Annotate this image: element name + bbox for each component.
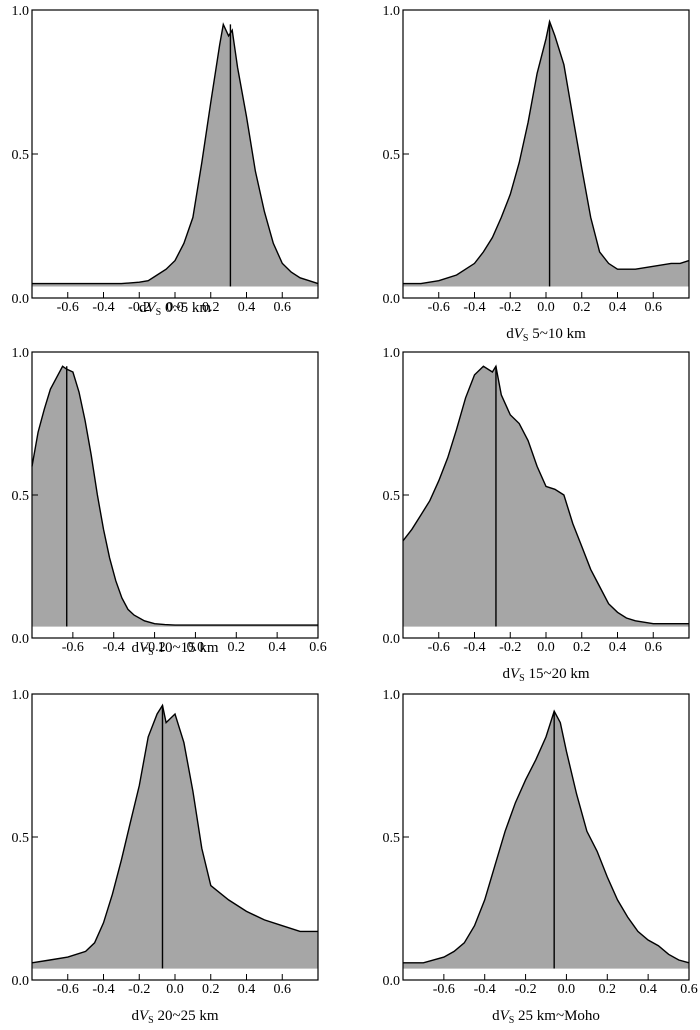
panel-10-15km-xtick-label: 0.2 [228,640,246,655]
panel-5-10km: -0.6 -0.4 -0.2 0.0 0.2 0.4 0.6 0.0 0.5 1.0 dVS 5~1… [383,4,690,344]
panel-0-5km-xtick-label: -0.2 [128,300,150,315]
panel-10-15km-ytick-label: 0.0 [12,632,30,647]
panel-25km-moho-xtick-label: 0.2 [599,982,617,997]
panel-0-5km-ytick-label: 1.0 [12,4,30,19]
panel-20-25km-xtick-label: 0.2 [202,982,220,997]
panel-5-10km-xtick-label: 0.2 [573,300,591,315]
panel-25km-moho-ytick-label: 0.0 [383,974,401,989]
panel-15-20km-xtick-label: 0.6 [645,640,663,655]
panel-0-5km-curve [32,22,319,285]
panel-0-5km: -0.6 -0.4 -0.2 0.0 0.2 0.4 0.6 0.0 0.5 1.0 dVS 0~5… [12,4,319,318]
panel-15-20km-xtick-label: 0.2 [573,640,591,655]
panel-0-5km-ytick-label: 0.0 [12,292,30,307]
panel-15-20km-xtick-label: -0.6 [428,640,450,655]
panel-10-15km-area [32,366,318,627]
panel-10-15km-curve [31,365,318,626]
panel-10-15km-xtick-label: 0.6 [309,640,327,655]
panel-10-15km-xtick-label: -0.6 [62,640,84,655]
panel-20-25km-xtick-label: -0.2 [128,982,150,997]
panel-20-25km-curve [31,703,318,964]
panel-25km-moho-xtick-label: -0.2 [514,982,536,997]
panel-20-25km-xtick-label: 0.6 [274,982,292,997]
panel-15-20km-xtick-label: -0.4 [463,640,485,655]
panel-25km-moho-xtick-label: -0.6 [433,982,455,997]
panel-0-5km-xtick-label: 0.0 [166,300,184,315]
panel-5-10km-xtick-label: -0.6 [428,300,450,315]
panel-20-25km-ytick-label: 1.0 [12,688,30,703]
panel-25km-moho-ytick-label: 1.0 [383,688,401,703]
panel-5-10km-ytick-label: 1.0 [383,4,401,19]
panel-0-5km-area [32,24,318,287]
panel-10-15km-xtick-label: -0.4 [103,640,125,655]
panel-0-5km-ytick-label: 0.5 [12,148,30,163]
panel-5-10km-xtick-label: 0.4 [609,300,627,315]
panel-0-5km-xtick-label: 0.2 [202,300,220,315]
panel-0-5km-xtick-label: 0.6 [274,300,292,315]
panel-20-25km: -0.6 -0.4 -0.2 0.0 0.2 0.4 0.6 0.0 0.5 1.0 dVS 20~… [12,688,319,1026]
panel-10-15km-xtick-label: 0.0 [187,640,205,655]
panel-15-20km: -0.6 -0.4 -0.2 0.0 0.2 0.4 0.6 0.0 0.5 1.0 dVS 15~… [383,346,690,684]
panel-20-25km-ytick-label: 0.0 [12,974,30,989]
panel-25km-moho-xtick-label: 0.0 [558,982,576,997]
panel-25km-moho-xtick-label: -0.4 [474,982,496,997]
panel-15-20km-ytick-label: 0.5 [383,489,401,504]
panel-5-10km-area [403,21,689,287]
panel-10-15km-ytick-label: 1.0 [12,346,30,361]
panel-5-10km-xtick-label: -0.4 [463,300,485,315]
panel-20-25km-area [32,705,318,969]
panel-15-20km-area [403,366,689,627]
panel-20-25km-xtick-label: 0.4 [238,982,256,997]
panel-0-5km-xtick-label: -0.6 [57,300,79,315]
panel-20-25km-xtick-label: -0.4 [92,982,114,997]
panel-20-25km-ytick-label: 0.5 [12,831,30,846]
panel-20-25km-xtick-label: -0.6 [57,982,79,997]
panel-20-25km-xlabel: dVS 20~25 km [131,1008,218,1026]
panel-5-10km-xtick-label: 0.0 [537,300,555,315]
panel-5-10km-ytick-label: 0.5 [383,148,401,163]
panel-10-15km-xtick-label: -0.2 [143,640,165,655]
panel-5-10km-xtick-label: -0.2 [499,300,521,315]
panel-5-10km-xtick-label: 0.6 [645,300,663,315]
panel-15-20km-xtick-label: -0.2 [499,640,521,655]
panel-15-20km-curve [402,364,689,625]
panel-20-25km-xtick-label: 0.0 [166,982,184,997]
panel-25km-moho-area [403,711,689,969]
panel-5-10km-curve [403,18,690,285]
panel-10-15km-ytick-label: 0.5 [12,489,30,504]
panel-10-15km-xlabel: dVS 10~15 km [131,640,218,658]
panel-10-15km: -0.6 -0.4 -0.2 0.0 0.2 0.4 0.6 0.0 0.5 1.0 dVS 10~… [12,346,327,658]
panel-5-10km-xlabel: dVS 5~10 km [506,326,586,344]
panel-25km-moho-xlabel: dVS 25 km~Moho [492,1008,600,1026]
panel-0-5km-xlabel: dVS 0~5 km [139,300,211,318]
panel-25km-moho-xtick-label: 0.4 [639,982,657,997]
panel-25km-moho: -0.6 -0.4 -0.2 0.0 0.2 0.4 0.6 0.0 0.5 1.0 dVS 25 … [383,688,698,1026]
panel-15-20km-xlabel: dVS 15~20 km [502,666,589,684]
panel-25km-moho-xtick-label: 0.6 [680,982,698,997]
panel-10-15km-xtick-label: 0.4 [268,640,286,655]
panel-5-10km-ytick-label: 0.0 [383,292,401,307]
panel-0-5km-xtick-label: -0.4 [92,300,114,315]
panel-15-20km-ytick-label: 1.0 [383,346,401,361]
panel-15-20km-xtick-label: 0.4 [609,640,627,655]
panel-25km-moho-ytick-label: 0.5 [383,831,401,846]
panel-25km-moho-curve [403,709,690,964]
panel-15-20km-ytick-label: 0.0 [383,632,401,647]
panel-15-20km-xtick-label: 0.0 [537,640,555,655]
panel-0-5km-xtick-label: 0.4 [238,300,256,315]
